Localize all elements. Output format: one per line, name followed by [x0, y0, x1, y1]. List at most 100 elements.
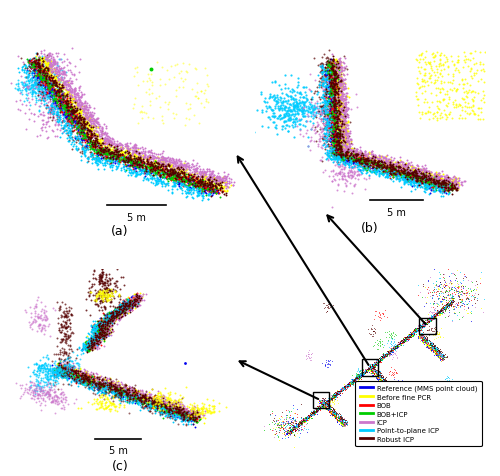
Point [78, 380, 86, 387]
Point [83, 341, 91, 349]
Point [48, 92, 56, 100]
Point [334, 102, 342, 110]
Point [286, 426, 294, 434]
Point [283, 429, 291, 437]
Point [289, 96, 297, 104]
Point [294, 421, 302, 429]
Point [196, 177, 204, 184]
Point [176, 166, 184, 173]
Point [402, 335, 410, 342]
Point [334, 176, 342, 184]
Point [77, 369, 85, 377]
Point [410, 174, 418, 181]
Point [476, 67, 484, 75]
Point [122, 301, 130, 308]
Point [330, 393, 338, 401]
Point [58, 369, 66, 377]
Point [440, 307, 448, 314]
Point [105, 156, 113, 164]
Point [124, 302, 132, 310]
Point [176, 391, 184, 399]
Point [105, 317, 113, 325]
Point [58, 362, 66, 370]
Point [440, 304, 448, 312]
Point [96, 158, 104, 165]
Point [130, 159, 138, 167]
Point [369, 157, 377, 165]
Point [326, 407, 334, 415]
Point [92, 119, 100, 126]
Point [182, 122, 190, 130]
Point [384, 170, 392, 178]
Point [105, 379, 113, 387]
Point [193, 183, 201, 191]
Point [150, 392, 158, 400]
Point [54, 90, 62, 98]
Point [141, 152, 149, 160]
Point [19, 84, 27, 91]
Point [378, 165, 386, 173]
Point [440, 303, 448, 311]
Point [396, 339, 404, 347]
Point [130, 296, 138, 304]
Point [333, 119, 341, 127]
Point [377, 162, 385, 170]
Point [380, 379, 388, 387]
Point [47, 110, 55, 118]
Point [108, 311, 116, 318]
Point [46, 333, 54, 340]
Point [348, 161, 356, 169]
Point [127, 157, 135, 165]
Point [332, 144, 340, 152]
Point [47, 65, 55, 72]
Point [133, 297, 141, 304]
Point [310, 407, 318, 415]
Point [340, 106, 347, 114]
Point [178, 410, 186, 418]
Point [360, 165, 368, 173]
Point [328, 101, 336, 109]
Point [338, 146, 345, 153]
Point [150, 399, 158, 407]
Point [165, 163, 173, 171]
Point [77, 123, 85, 130]
Point [129, 300, 137, 307]
Point [300, 417, 308, 425]
Point [132, 397, 140, 405]
Point [126, 301, 134, 309]
Point [397, 168, 405, 176]
Point [350, 147, 358, 155]
Point [93, 292, 101, 300]
Point [134, 293, 142, 300]
Point [358, 157, 366, 164]
Point [328, 78, 336, 86]
Point [326, 69, 334, 77]
Point [70, 114, 78, 121]
Point [60, 102, 68, 109]
Point [326, 404, 334, 411]
Point [48, 366, 56, 374]
Point [332, 80, 340, 88]
Point [294, 424, 302, 431]
Point [344, 145, 351, 153]
Point [370, 157, 378, 164]
Point [143, 79, 151, 86]
Point [290, 426, 298, 434]
Point [30, 361, 38, 368]
Point [341, 136, 349, 143]
Point [394, 341, 402, 348]
Point [110, 385, 118, 393]
Point [103, 314, 111, 322]
Point [174, 408, 182, 416]
Point [328, 111, 336, 119]
Point [84, 338, 92, 346]
Point [164, 401, 172, 408]
Point [135, 392, 143, 399]
Point [449, 177, 457, 184]
Point [187, 413, 195, 420]
Point [192, 160, 200, 168]
Point [326, 114, 334, 122]
Point [82, 145, 90, 153]
Point [90, 336, 98, 343]
Point [150, 396, 158, 403]
